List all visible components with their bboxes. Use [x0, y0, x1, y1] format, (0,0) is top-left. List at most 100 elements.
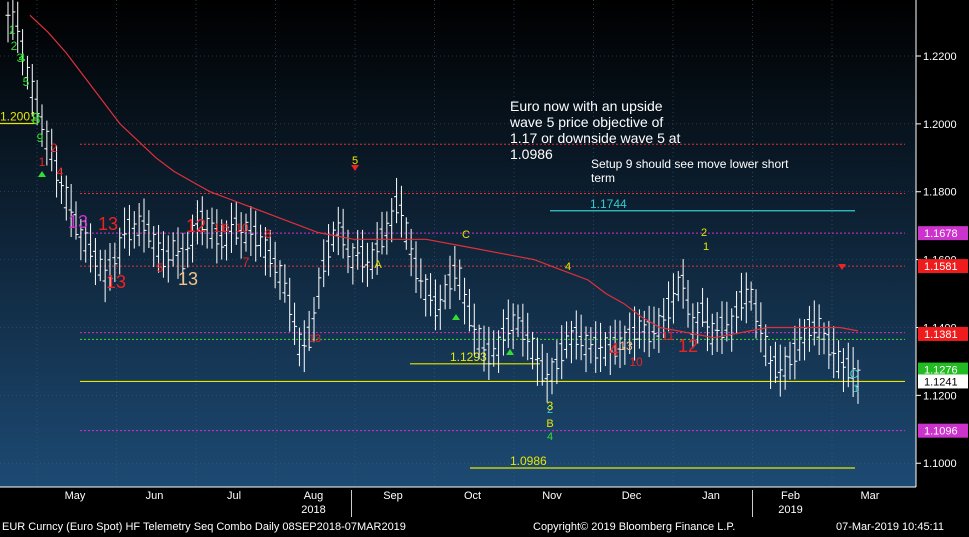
sequence-marker: 1: [9, 23, 16, 37]
sequence-marker: 2: [547, 404, 553, 416]
month-label: Sep: [383, 490, 403, 502]
level-label: 1.0986: [510, 454, 547, 468]
sequence-marker: 13: [619, 339, 633, 353]
sequence-marker: 2: [51, 141, 58, 155]
buy-arrow-icon: [38, 171, 46, 177]
sequence-marker: 11: [662, 329, 675, 343]
security-description: EUR Curncy (Euro Spot) HF Telemetry Seq …: [2, 521, 406, 533]
commentary-line: 1.17 or downside wave 5 at: [510, 130, 681, 146]
plot-background: [0, 0, 916, 487]
price-tag: [918, 374, 968, 389]
price-tag: [918, 259, 968, 274]
sequence-marker: 9: [37, 131, 44, 145]
wave-commentary: Euro now with an upside wave 5 price obj…: [510, 98, 680, 162]
level-label: 1.2001: [0, 110, 37, 124]
sell-arrow-icon: [351, 165, 359, 171]
copyright-notice: Copyright© 2019 Bloomberg Finance L.P.: [533, 521, 736, 533]
time-axis-panel: [0, 487, 916, 518]
y-tick-label: 1.2200: [923, 51, 957, 63]
year-label: 2019: [778, 504, 802, 516]
price-tag: [918, 326, 968, 341]
price-tag-label: 1.1381: [924, 329, 958, 341]
sequence-marker: B: [546, 418, 553, 430]
y-tick-label: 1.2000: [923, 119, 957, 131]
sequence-marker: 3: [17, 51, 24, 65]
price-bars: [5, 0, 861, 404]
price-tag-label: 1.1241: [924, 376, 958, 388]
sell-arrow-icon: [838, 264, 846, 270]
sequence-marker: 1: [853, 383, 859, 395]
timestamp: 07-Mar-2019 10:45:11: [836, 521, 945, 533]
sequence-marker: 13: [178, 269, 198, 289]
price-tag-label: 1.1678: [924, 228, 958, 240]
price-tag-label: 1.1276: [924, 365, 958, 377]
sequence-marker: 11: [214, 221, 227, 235]
sequence-marker: 3: [547, 399, 554, 413]
commentary-line: Setup 9 should see move lower short: [591, 157, 789, 171]
gridlines: [0, 0, 916, 487]
y-tick-label: 1.1800: [923, 187, 957, 199]
month-label: Nov: [542, 490, 562, 502]
month-label: Oct: [464, 490, 481, 502]
sequence-marker: 5: [352, 155, 358, 167]
time-axis: May Jun Jul Aug Sep Oct Nov Dec Jan Feb Mar 2018 201…: [0, 486, 916, 517]
sequence-marker: 12: [186, 216, 206, 236]
sequence-marker: 4: [57, 165, 64, 179]
month-label: Aug: [304, 490, 324, 502]
commentary-line: wave 5 price objective of: [510, 114, 664, 130]
price-tag: [918, 423, 968, 438]
sequence-marker: 4: [547, 431, 553, 443]
month-label: Jul: [227, 490, 241, 502]
buy-arrow-icon: [452, 314, 460, 320]
price-tag-label: 1.1581: [924, 261, 958, 273]
commentary-line: term: [591, 171, 615, 185]
moving-average: [29, 14, 859, 339]
status-bar: EUR Curncy (Euro Spot) HF Telemetry Seq …: [0, 518, 969, 537]
commentary-line: 1.0986: [510, 146, 553, 162]
level-label: 1.1293: [450, 350, 487, 364]
sequence-marker: 4: [565, 261, 571, 273]
buy-arrow-icon: [506, 349, 514, 355]
sequence-marker: 2: [701, 227, 707, 239]
sequence-marker: 1: [39, 155, 46, 169]
year-label: 2018: [301, 504, 325, 516]
sequence-marker: 13: [68, 212, 88, 232]
sequence-marker: 4: [19, 51, 26, 65]
sequence-marker: 13: [309, 333, 321, 345]
level-label: 1.1744: [590, 197, 627, 211]
moving-average-line: [29, 14, 859, 339]
sequence-marker: 1: [703, 241, 709, 253]
month-label: Feb: [781, 490, 800, 502]
sequence-marker: 7: [243, 255, 250, 269]
sequence-marker: 8: [32, 111, 41, 128]
sequence-marker: A: [374, 259, 382, 271]
price-tag: [918, 362, 968, 377]
price-levels: 1.2001 1.1744 1.1293 1.0986: [0, 110, 905, 469]
month-label: Jun: [146, 490, 164, 502]
commentary-line: Euro now with an upside: [510, 98, 663, 114]
month-label: Dec: [622, 490, 642, 502]
sequence-marker: 10: [235, 221, 249, 235]
price-tag-label: 1.1096: [924, 426, 958, 438]
setup-commentary: Setup 9 should see move lower short term: [591, 157, 788, 185]
sequence-marker: 8: [265, 227, 272, 241]
sequence-marker: 10: [629, 355, 643, 369]
sequence-marker: C: [850, 367, 859, 381]
month-label: Jan: [702, 490, 720, 502]
sequence-marker: 12: [678, 336, 698, 356]
sequence-marker: 2: [11, 39, 18, 53]
sequence-marker: 13: [98, 214, 118, 234]
sequence-marker: 13: [106, 272, 126, 292]
sequence-marker: 4: [609, 340, 619, 360]
month-label: Mar: [861, 490, 880, 502]
sequence-marker: 5: [157, 261, 164, 275]
y-tick-label: 1.1200: [923, 390, 957, 402]
sequence-marker: C: [462, 229, 470, 241]
month-label: May: [65, 490, 86, 502]
sequence-marker: 6: [223, 221, 230, 235]
y-tick-label: 1.1000: [923, 458, 957, 470]
